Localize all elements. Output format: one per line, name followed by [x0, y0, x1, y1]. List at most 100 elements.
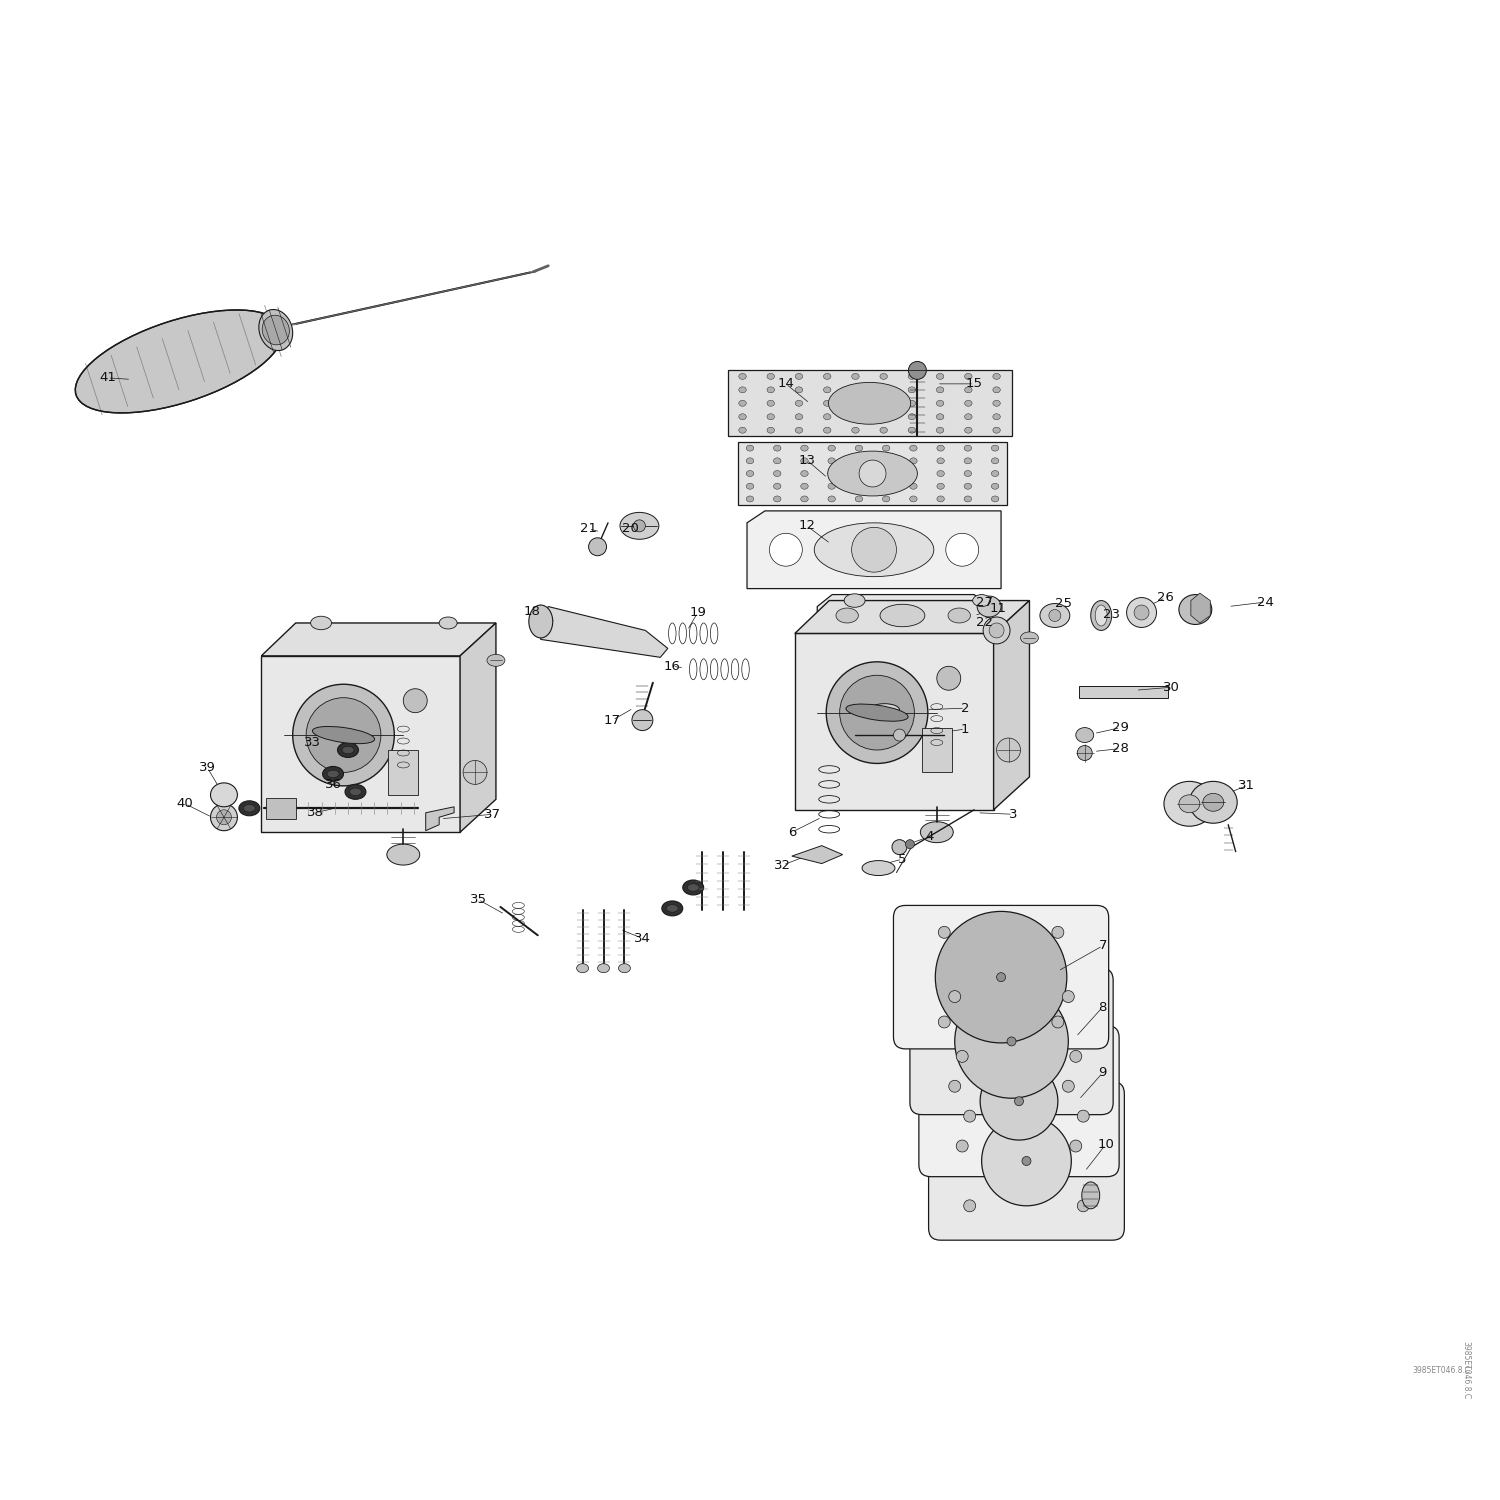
Text: 4: 4: [926, 830, 933, 843]
Ellipse shape: [774, 496, 782, 502]
Ellipse shape: [938, 471, 945, 477]
Text: 25: 25: [1056, 597, 1072, 610]
Ellipse shape: [909, 446, 916, 452]
Text: 6: 6: [788, 825, 796, 839]
Text: 20: 20: [622, 522, 639, 536]
Ellipse shape: [310, 616, 332, 630]
Ellipse shape: [747, 471, 753, 477]
Text: 40: 40: [177, 798, 194, 810]
Ellipse shape: [618, 963, 630, 972]
Ellipse shape: [1203, 794, 1224, 812]
Ellipse shape: [747, 496, 753, 502]
Ellipse shape: [1020, 632, 1038, 644]
Ellipse shape: [1062, 1080, 1074, 1092]
Polygon shape: [728, 370, 1011, 436]
Ellipse shape: [964, 483, 972, 489]
Ellipse shape: [936, 427, 944, 433]
Ellipse shape: [1007, 1036, 1016, 1046]
Ellipse shape: [342, 747, 354, 753]
Ellipse shape: [846, 704, 908, 722]
Ellipse shape: [588, 538, 606, 555]
Ellipse shape: [828, 483, 836, 489]
Ellipse shape: [1190, 782, 1237, 824]
Ellipse shape: [210, 804, 237, 831]
Ellipse shape: [909, 362, 927, 380]
Ellipse shape: [909, 483, 916, 489]
Ellipse shape: [1179, 795, 1200, 813]
Ellipse shape: [620, 513, 658, 540]
Polygon shape: [261, 622, 497, 656]
Ellipse shape: [1179, 594, 1212, 624]
Ellipse shape: [892, 840, 908, 855]
Ellipse shape: [260, 309, 292, 351]
Text: 15: 15: [966, 378, 982, 390]
Ellipse shape: [988, 622, 1004, 638]
Ellipse shape: [801, 471, 808, 477]
Ellipse shape: [687, 884, 699, 891]
Ellipse shape: [908, 374, 915, 380]
Text: 10: 10: [1096, 1138, 1114, 1150]
Ellipse shape: [964, 471, 972, 477]
Ellipse shape: [938, 458, 945, 464]
Ellipse shape: [964, 400, 972, 406]
Ellipse shape: [880, 400, 888, 406]
Ellipse shape: [327, 770, 339, 777]
Ellipse shape: [440, 616, 458, 628]
Ellipse shape: [815, 524, 934, 576]
Ellipse shape: [870, 704, 900, 716]
Ellipse shape: [1014, 1096, 1023, 1106]
Ellipse shape: [828, 446, 836, 452]
Ellipse shape: [1052, 927, 1064, 939]
Text: 13: 13: [798, 453, 816, 466]
Ellipse shape: [992, 471, 999, 477]
Ellipse shape: [844, 594, 865, 608]
Ellipse shape: [882, 458, 890, 464]
Polygon shape: [747, 512, 1000, 588]
Ellipse shape: [880, 374, 888, 380]
Ellipse shape: [992, 496, 999, 502]
Ellipse shape: [243, 804, 255, 812]
Ellipse shape: [774, 446, 782, 452]
Ellipse shape: [954, 984, 1068, 1098]
Text: 29: 29: [1112, 722, 1130, 734]
Polygon shape: [261, 656, 460, 833]
Ellipse shape: [747, 446, 753, 452]
Polygon shape: [795, 600, 1029, 633]
Text: 18: 18: [524, 604, 540, 618]
Ellipse shape: [795, 374, 802, 380]
Text: 22: 22: [976, 616, 993, 630]
Ellipse shape: [1052, 1016, 1064, 1028]
Ellipse shape: [936, 374, 944, 380]
Ellipse shape: [1062, 990, 1074, 1002]
Ellipse shape: [740, 374, 747, 380]
Ellipse shape: [801, 446, 808, 452]
Ellipse shape: [855, 483, 862, 489]
Ellipse shape: [882, 446, 890, 452]
Ellipse shape: [662, 902, 682, 916]
Text: 1: 1: [962, 723, 969, 735]
Text: 3985ET046.8.C: 3985ET046.8.C: [1461, 1341, 1470, 1400]
Text: 35: 35: [470, 892, 486, 906]
Ellipse shape: [908, 414, 915, 420]
Ellipse shape: [747, 483, 753, 489]
Ellipse shape: [993, 387, 1000, 393]
Ellipse shape: [530, 604, 552, 638]
Ellipse shape: [852, 387, 859, 393]
Text: 32: 32: [774, 858, 792, 871]
Ellipse shape: [740, 387, 747, 393]
Text: 8: 8: [1098, 1000, 1107, 1014]
Polygon shape: [538, 606, 668, 657]
Ellipse shape: [908, 427, 915, 433]
Ellipse shape: [880, 387, 888, 393]
Ellipse shape: [852, 427, 859, 433]
Ellipse shape: [950, 990, 960, 1002]
Ellipse shape: [939, 1016, 951, 1028]
Ellipse shape: [964, 446, 972, 452]
Ellipse shape: [766, 427, 774, 433]
Ellipse shape: [312, 726, 375, 744]
Ellipse shape: [824, 387, 831, 393]
Ellipse shape: [996, 972, 1005, 981]
Ellipse shape: [964, 387, 972, 393]
Ellipse shape: [292, 684, 394, 786]
Ellipse shape: [956, 1140, 968, 1152]
